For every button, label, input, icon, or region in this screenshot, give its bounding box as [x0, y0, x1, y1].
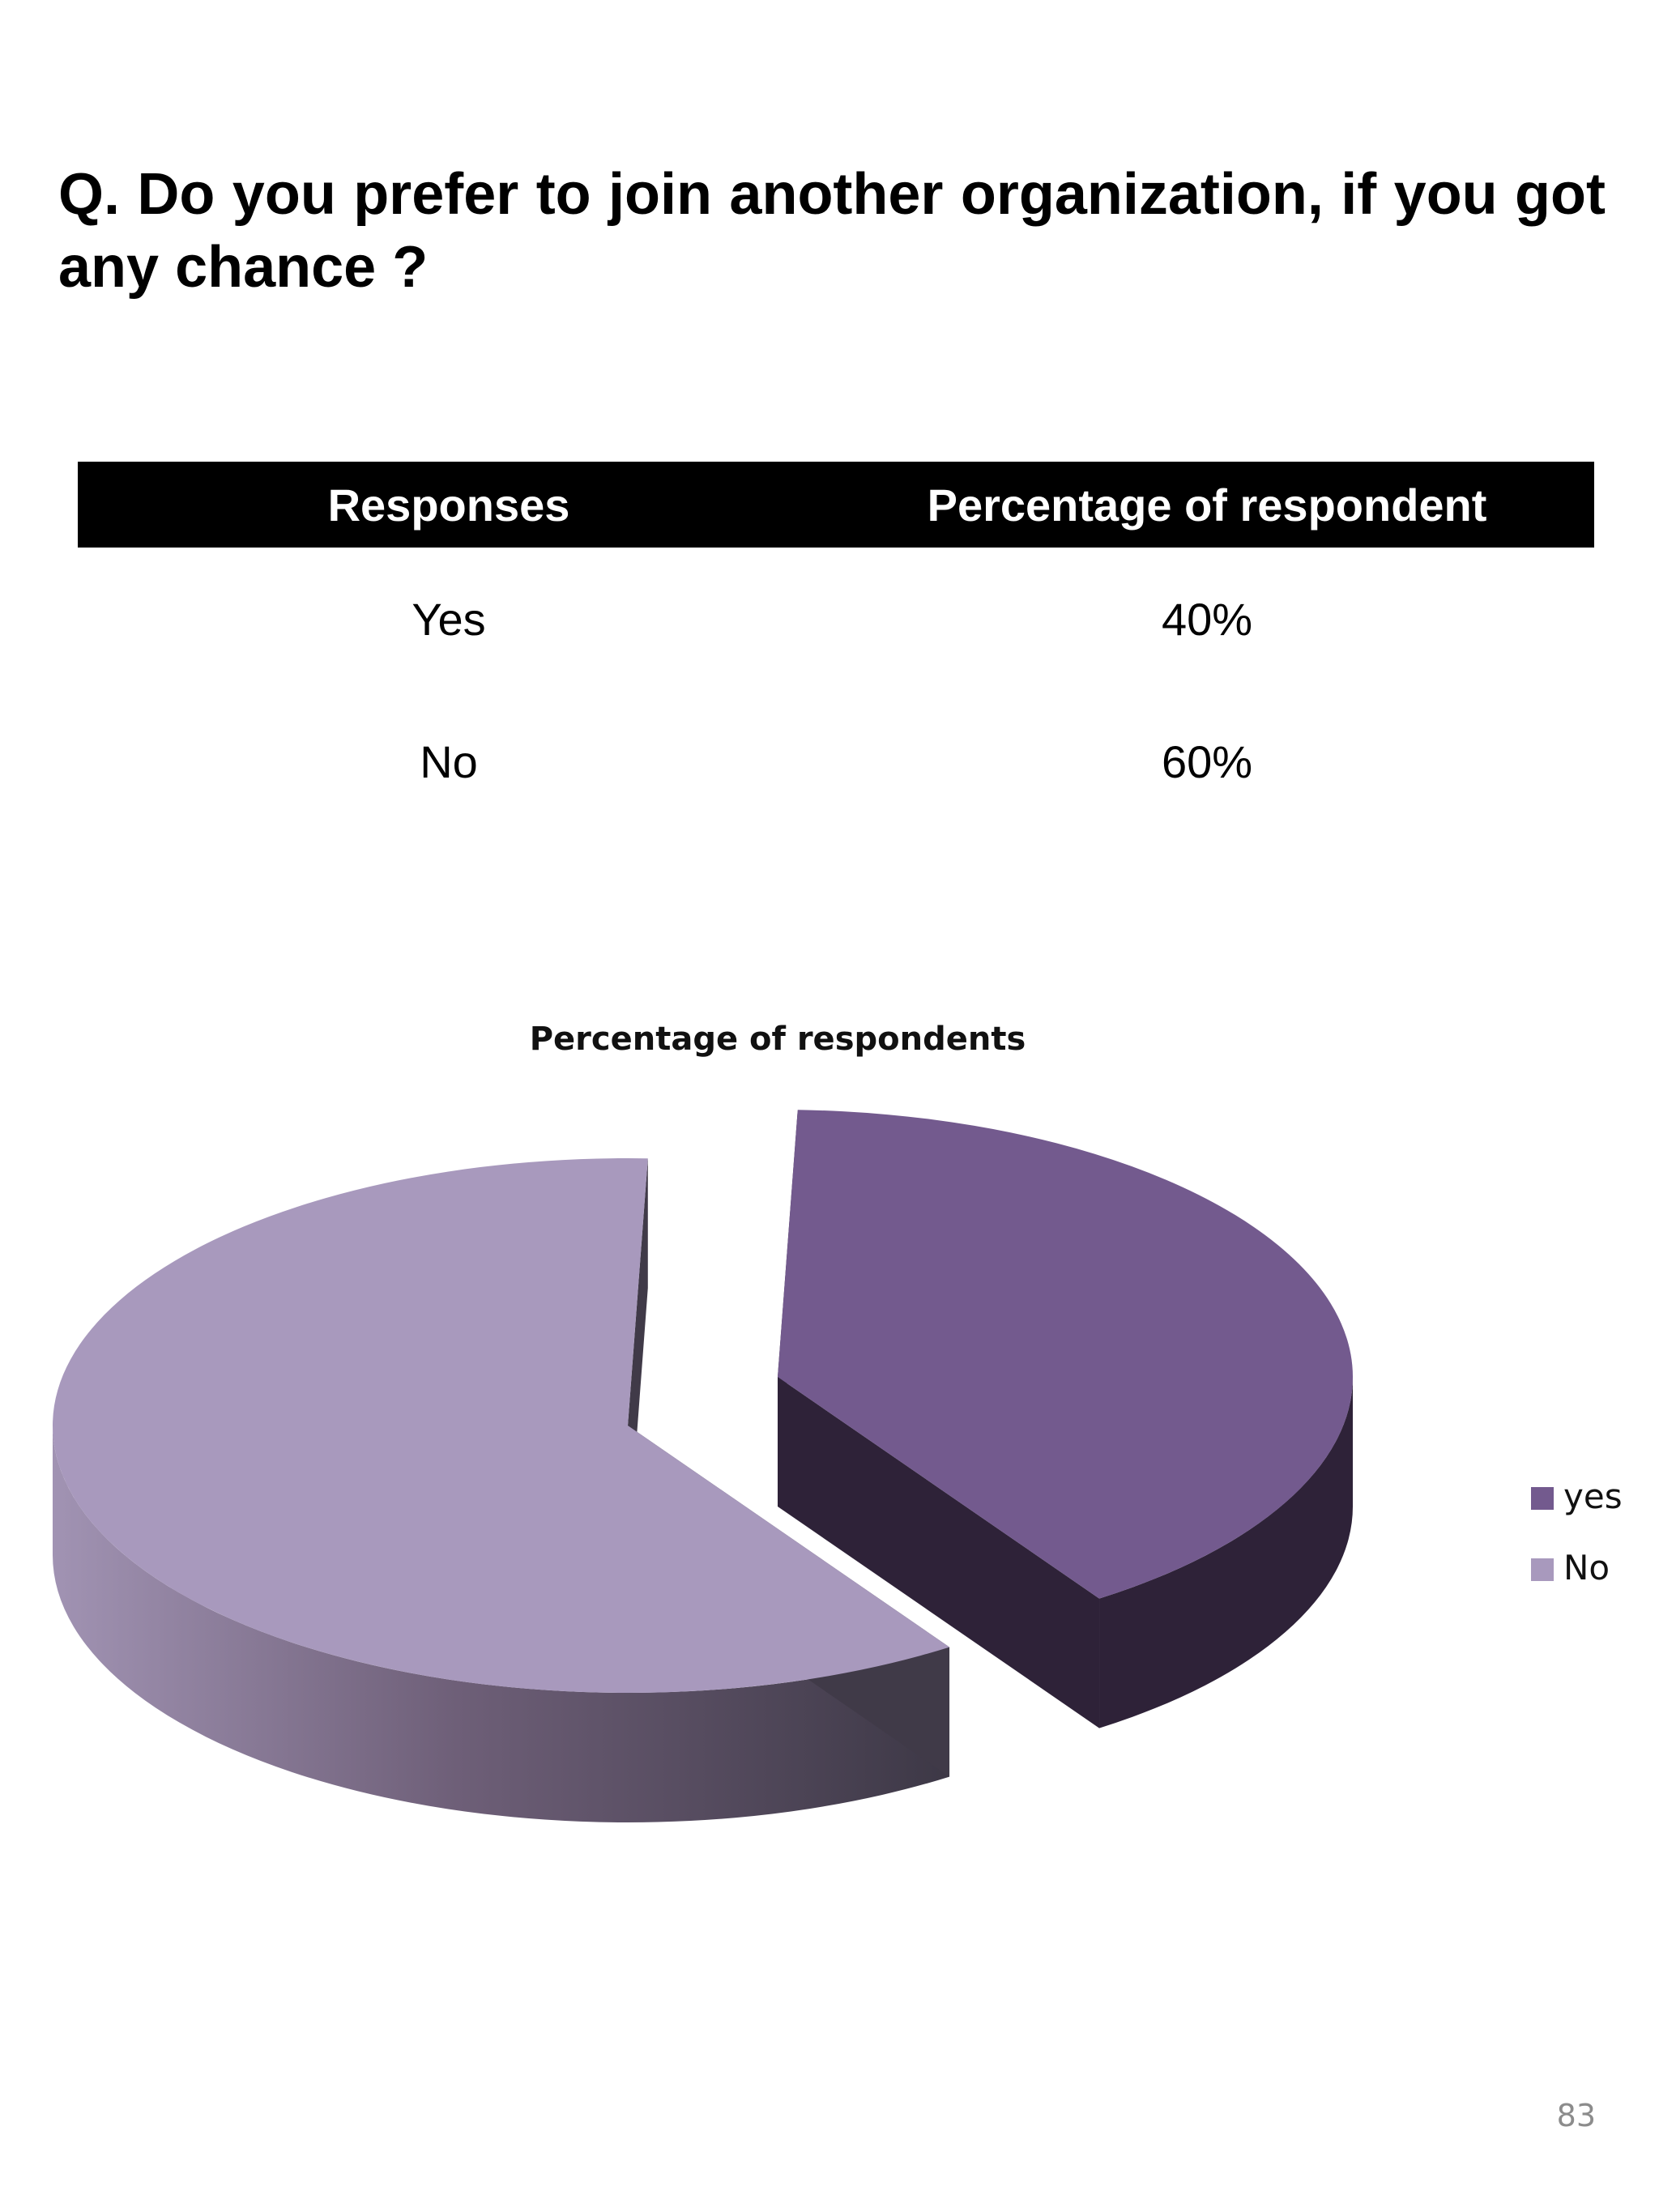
header-percentage: Percentage of respondent — [820, 462, 1594, 548]
legend-label-no: No — [1563, 1548, 1610, 1588]
legend-swatch-no — [1531, 1558, 1554, 1581]
legend-label-yes: yes — [1563, 1477, 1623, 1516]
chart-legend: yes No — [1531, 1477, 1623, 1588]
slice-top-yes — [778, 1110, 1353, 1599]
percentage-cell: 60% — [1161, 735, 1253, 787]
header-responses: Responses — [78, 462, 820, 548]
page-number: 83 — [1556, 2098, 1596, 2133]
table-header-row: Responses Percentage of respondent — [78, 462, 1594, 548]
slice-side-yes — [1099, 1377, 1353, 1728]
response-cell: Yes — [412, 593, 486, 645]
slice-side-no — [53, 1426, 950, 1823]
slice-wall-yes — [778, 1377, 1100, 1728]
legend-swatch-yes — [1531, 1487, 1554, 1510]
responses-table: Responses Percentage of respondent Yes 4… — [78, 462, 1594, 833]
table-row: Yes 40% — [78, 548, 1594, 690]
percentage-cell: 40% — [1161, 593, 1253, 645]
question-title: Q. Do you prefer to join another organiz… — [58, 162, 1606, 300]
pie-slice-yes — [778, 1110, 1353, 1728]
table-row: No 60% — [78, 690, 1594, 833]
chart-title: Percentage of respondents — [530, 1021, 1026, 1058]
slice-top-no — [52, 1158, 950, 1693]
response-cell: No — [420, 735, 478, 787]
pie-slices — [52, 1110, 1353, 1823]
pie-slice-no — [52, 1158, 950, 1823]
